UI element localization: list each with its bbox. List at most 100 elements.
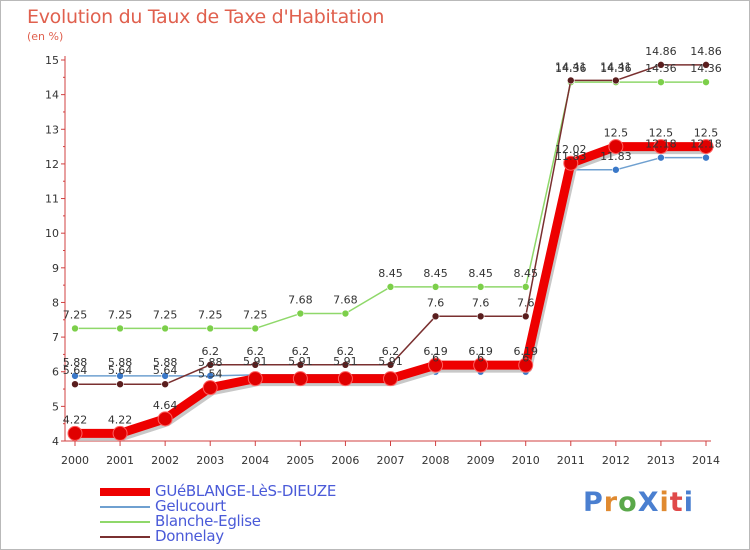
data-label: 7.25	[198, 308, 223, 321]
data-label: 7.25	[243, 308, 268, 321]
data-point	[431, 283, 440, 291]
data-label: 5.64	[153, 364, 178, 377]
data-point	[251, 360, 260, 369]
data-point	[518, 357, 534, 373]
y-tick-label: 12	[45, 158, 59, 171]
data-label: 12.02	[555, 143, 587, 156]
data-point	[698, 139, 714, 155]
y-tick-label: 10	[45, 227, 59, 240]
data-label: 6.2	[247, 345, 265, 358]
data-point	[337, 371, 353, 387]
y-tick-label: 4	[52, 435, 59, 448]
data-point	[292, 371, 308, 387]
data-point	[202, 380, 218, 396]
logo-letter: P	[583, 487, 604, 518]
logo-letter: r	[603, 487, 619, 518]
y-tick-label: 9	[52, 262, 59, 275]
data-label: 8.45	[423, 267, 448, 280]
data-point	[386, 360, 395, 369]
data-point	[702, 153, 710, 162]
logo-letter: t	[669, 487, 684, 518]
data-point	[521, 283, 530, 291]
x-tick-label: 2007	[377, 454, 405, 467]
data-point	[112, 425, 128, 441]
data-label: 7.68	[288, 294, 313, 307]
y-tick-label: 14	[45, 89, 59, 102]
data-label: 8.45	[513, 267, 538, 280]
x-tick-label: 2012	[602, 454, 630, 467]
data-point	[476, 312, 485, 321]
legend-swatch	[100, 488, 150, 496]
x-tick-label: 2009	[467, 454, 495, 467]
data-point	[657, 78, 665, 86]
series-line	[75, 81, 706, 330]
y-tick-label: 11	[45, 193, 59, 206]
data-point	[612, 165, 620, 174]
data-label: 7.6	[427, 296, 445, 309]
data-label: 5.91	[333, 355, 358, 368]
y-tick-label: 13	[45, 123, 59, 136]
data-label: 14.86	[690, 45, 722, 58]
data-point	[563, 155, 579, 171]
logo-letter: i	[683, 487, 694, 518]
data-label: 8.45	[468, 267, 493, 280]
data-label: 6.2	[201, 345, 219, 358]
data-label: 12.5	[604, 127, 629, 140]
x-tick-label: 2010	[512, 454, 540, 467]
series-line	[75, 64, 706, 385]
data-point	[67, 425, 83, 441]
data-point	[71, 380, 79, 388]
data-point	[247, 371, 263, 387]
y-tick-label: 6	[52, 366, 59, 379]
data-point	[157, 411, 173, 427]
x-tick-label: 2003	[196, 454, 224, 467]
data-point	[161, 324, 169, 333]
x-tick-label: 2004	[241, 454, 269, 467]
data-point	[71, 324, 79, 333]
data-label: 6.2	[337, 345, 355, 358]
logo-letter: o	[618, 487, 638, 518]
data-label: 6.19	[423, 345, 448, 358]
data-point	[161, 380, 169, 388]
data-label: 12.5	[694, 127, 719, 140]
data-point	[71, 372, 79, 380]
data-point	[566, 76, 575, 85]
data-label: 14.41	[555, 60, 587, 73]
x-tick-label: 2011	[557, 454, 585, 467]
data-point	[657, 153, 665, 162]
data-point	[521, 312, 530, 321]
data-point	[206, 360, 215, 369]
x-tick-label: 2014	[692, 454, 720, 467]
x-tick-label: 2001	[106, 454, 134, 467]
x-tick-label: 2000	[61, 454, 89, 467]
data-label: 11.83	[600, 150, 632, 163]
data-point	[702, 78, 710, 86]
data-label: 7.6	[517, 296, 535, 309]
data-point	[386, 283, 395, 291]
data-label: 6	[477, 352, 484, 365]
data-point	[296, 360, 305, 369]
chart-title: Evolution du Taux de Taxe d'Habitation	[27, 6, 385, 28]
data-point	[116, 372, 124, 380]
data-point	[473, 357, 489, 373]
legend-swatch	[100, 521, 150, 523]
data-label: 14.36	[555, 62, 587, 75]
y-tick-label: 8	[52, 296, 59, 309]
data-label: 4.64	[153, 399, 178, 412]
data-label: 11.83	[555, 150, 587, 163]
data-label: 12.18	[645, 138, 677, 151]
data-label: 14.41	[600, 60, 632, 73]
y-tick-label: 7	[52, 331, 59, 344]
data-point	[251, 324, 260, 333]
data-point	[612, 76, 620, 85]
legend-label: Donnelay	[155, 527, 224, 545]
data-label: 5.88	[63, 356, 88, 369]
data-label: 14.36	[600, 62, 632, 75]
x-tick-label: 2013	[647, 454, 675, 467]
data-label: 5.64	[63, 364, 88, 377]
data-label: 8.45	[378, 267, 403, 280]
x-tick-label: 2008	[422, 454, 450, 467]
data-point	[161, 372, 169, 380]
